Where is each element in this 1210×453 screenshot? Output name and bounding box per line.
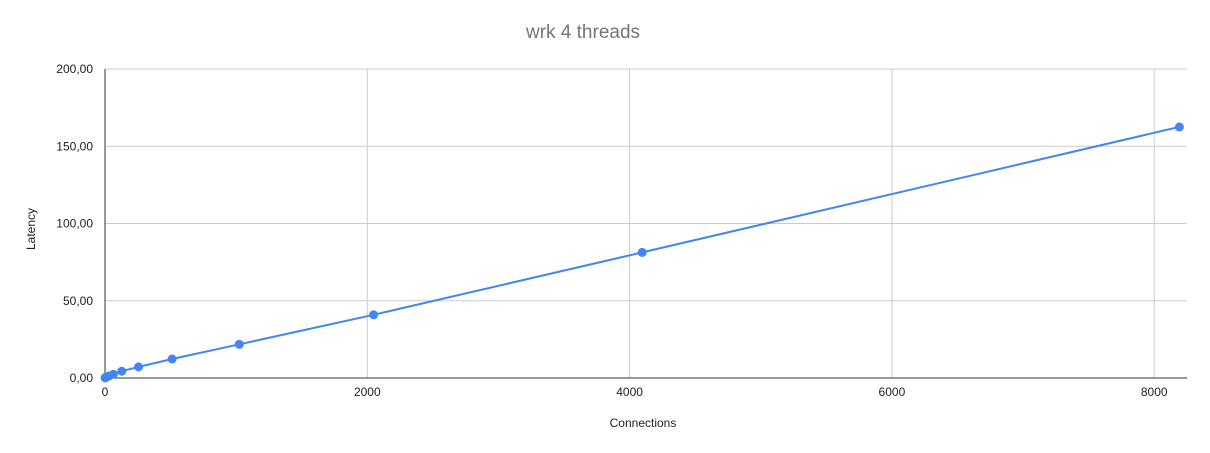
data-point[interactable]	[637, 247, 647, 257]
data-point[interactable]	[167, 354, 177, 364]
y-tick-label: 0,00	[70, 371, 94, 385]
x-tick-label: 4000	[616, 385, 643, 399]
chart-title: wrk 4 threads	[525, 22, 640, 43]
data-point[interactable]	[234, 339, 244, 349]
data-point[interactable]	[108, 369, 118, 379]
y-tick-label: 150,00	[56, 139, 93, 153]
tick-labels: 0,00 50,00 100,00 150,00 200,00 0 2000 4000 6000…	[56, 62, 1168, 399]
data-point[interactable]	[1174, 122, 1184, 132]
x-axis-label: Connections	[610, 416, 677, 430]
gridlines	[105, 68, 1187, 378]
data-point[interactable]	[134, 362, 144, 372]
y-tick-label: 200,00	[56, 62, 93, 76]
y-tick-label: 50,00	[63, 294, 93, 308]
x-tick-label: 0	[102, 385, 109, 399]
data-point[interactable]	[369, 310, 379, 320]
x-tick-label: 8000	[1141, 385, 1168, 399]
x-tick-label: 2000	[354, 385, 381, 399]
y-axis-label: Latency	[24, 208, 38, 250]
y-tick-label: 100,00	[56, 217, 93, 231]
axes	[104, 69, 1187, 379]
x-tick-label: 6000	[879, 385, 906, 399]
series-layer	[100, 122, 1184, 383]
data-point[interactable]	[117, 366, 127, 376]
